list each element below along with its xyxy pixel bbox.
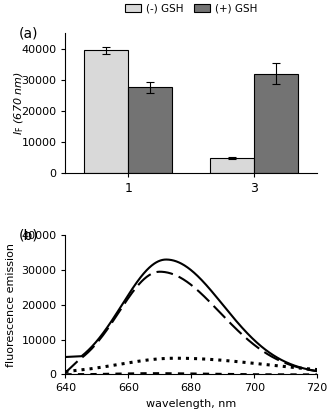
Text: $I_\mathrm{F}$ (670 nm): $I_\mathrm{F}$ (670 nm) — [12, 71, 26, 135]
Text: (b): (b) — [19, 228, 39, 242]
Text: (a): (a) — [19, 26, 38, 40]
Bar — [210, 158, 254, 173]
Bar — [129, 87, 172, 173]
Bar — [84, 50, 128, 173]
Y-axis label: fluorescence emission: fluorescence emission — [6, 243, 16, 367]
X-axis label: wavelength, nm: wavelength, nm — [146, 399, 236, 409]
Legend: (-) GSH, (+) GSH: (-) GSH, (+) GSH — [121, 0, 262, 18]
Bar — [254, 74, 298, 173]
